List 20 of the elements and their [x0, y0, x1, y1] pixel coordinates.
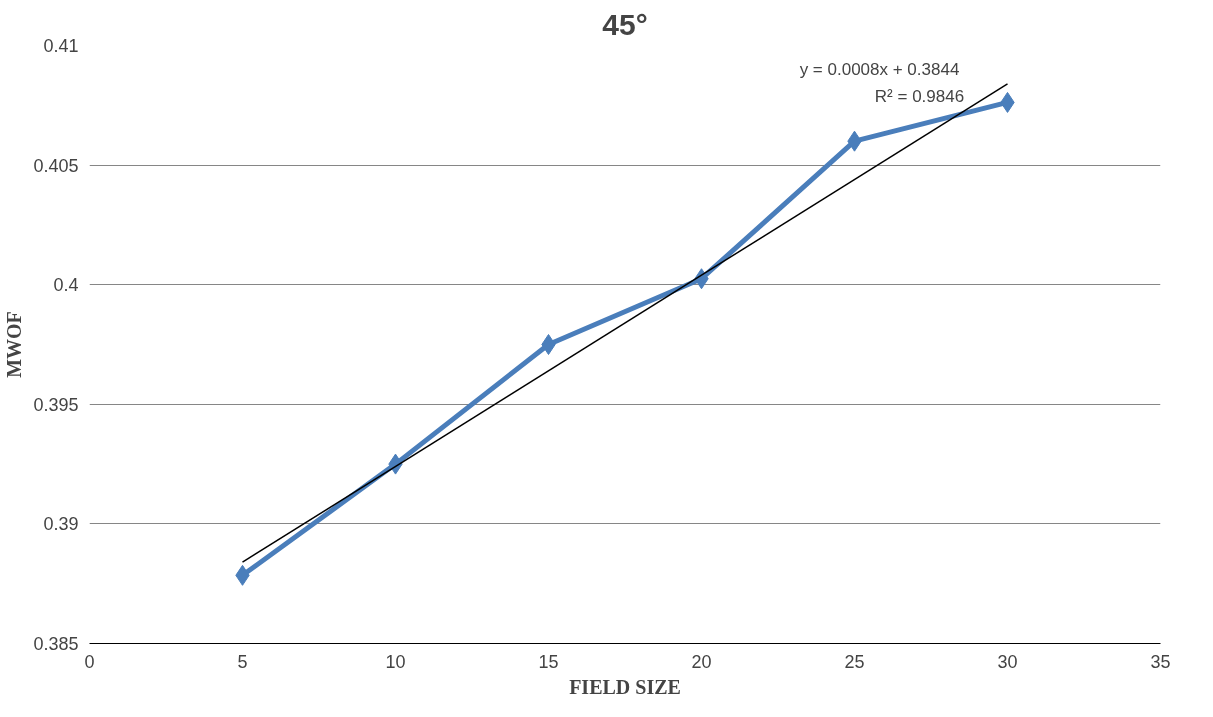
y-tick-label: 0.39: [43, 514, 79, 535]
y-tick-label: 0.41: [43, 36, 79, 56]
chart-title: 45°: [602, 7, 648, 41]
annotation: y = 0.0008x + 0.3844: [799, 59, 960, 79]
x-tick-label: 30: [997, 651, 1018, 672]
y-tick-label: 0.385: [33, 634, 79, 654]
x-tick-label: 20: [691, 651, 712, 672]
x-tick-label: 5: [237, 651, 248, 672]
x-tick-label: 10: [385, 651, 406, 672]
y-tick-label: 0.405: [33, 155, 79, 176]
annotation: R² = 0.9846: [874, 86, 965, 106]
x-tick-label: 35: [1150, 651, 1171, 672]
x-tick-label: 0: [84, 651, 95, 672]
x-axis-title: FIELD SIZE: [569, 675, 681, 698]
x-tick-label: 15: [538, 651, 559, 672]
y-tick-label: 0.395: [33, 394, 79, 415]
y-tick-label: 0.4: [53, 275, 79, 296]
y-axis-title: MWOF: [3, 311, 26, 378]
x-tick-label: 25: [844, 651, 865, 672]
point: [541, 334, 556, 355]
